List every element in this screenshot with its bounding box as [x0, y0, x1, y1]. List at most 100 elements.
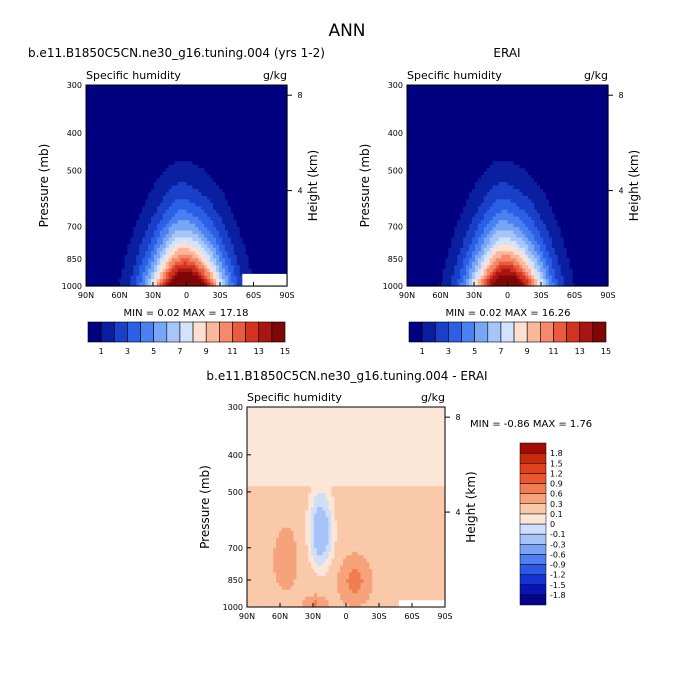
y-tick-label: 500 — [388, 166, 403, 175]
colorbar-swatch — [519, 544, 547, 555]
units-label: g/kg — [584, 69, 608, 82]
panel-header: b.e11.B1850C5CN.ne30_g16.tuning.004 (yrs… — [28, 46, 325, 60]
colorbar-label: 1 — [420, 347, 425, 356]
colorbar-swatch — [271, 321, 286, 343]
colorbar-swatch — [519, 442, 547, 454]
model-panel: b.e11.B1850C5CN.ne30_g16.tuning.004 (yrs… — [28, 46, 325, 356]
colorbar-swatch — [448, 321, 462, 343]
y-tick-label: 400 — [388, 129, 403, 138]
x-tick-label: 30S — [212, 291, 227, 300]
x-tick-label: 90N — [78, 291, 94, 300]
x-tick-label: 90N — [399, 291, 415, 300]
colorbar-label: 0.9 — [550, 480, 563, 489]
y-tick-label: 300 — [228, 403, 243, 412]
colorbar-label: 11 — [548, 347, 558, 356]
y-tick-label: 850 — [67, 255, 82, 264]
colorbar-swatch — [519, 503, 547, 515]
colorbar-swatch — [434, 321, 449, 343]
colorbar-swatch — [421, 321, 436, 343]
x-tick-label: 60N — [111, 291, 127, 300]
colorbar-swatch — [519, 564, 547, 575]
colorbar-label: 13 — [575, 347, 585, 356]
contour-fill — [407, 85, 609, 287]
x-tick-label: 30S — [371, 612, 386, 621]
x-tick-label: 30N — [305, 612, 321, 621]
y-tick-label: 700 — [67, 222, 82, 231]
colorbar-label: 15 — [601, 347, 611, 356]
y2-axis-label: Height (km) — [627, 150, 641, 221]
colorbar: 1 3 5 7 9 11 13 15 — [408, 321, 611, 356]
x-tick-label: 60S — [246, 291, 261, 300]
colorbar-label: 7 — [498, 347, 503, 356]
colorbar-label: 11 — [227, 347, 237, 356]
y-tick-label: 300 — [388, 81, 403, 90]
variable-label: Specific humidity — [247, 391, 342, 404]
y-tick-label: 850 — [388, 255, 403, 264]
colorbar-swatch — [566, 321, 581, 343]
colorbar-label: 0 — [550, 520, 555, 529]
y-axis-label: Pressure (mb) — [198, 465, 212, 549]
colorbar-swatch — [100, 321, 115, 343]
colorbar-swatch — [205, 321, 220, 343]
colorbar-swatch — [245, 321, 260, 343]
colorbar-label: 7 — [177, 347, 182, 356]
y-tick-label: 1000 — [62, 282, 82, 291]
colorbar-swatch — [526, 321, 541, 343]
colorbar-label: 0.3 — [550, 500, 563, 509]
y-tick-label: 500 — [228, 488, 243, 497]
difference-panel: b.e11.B1850C5CN.ne30_g16.tuning.004 - ER… — [198, 369, 592, 621]
min-max-label: MIN = 0.02 MAX = 16.26 — [446, 308, 571, 319]
colorbar-swatch — [87, 321, 102, 343]
x-tick-label: 0 — [505, 291, 510, 300]
colorbar-swatch — [540, 321, 554, 343]
obs-panel: ERAI Specific humidity g/kg 90N 60N 30N 0 30S 60… — [358, 46, 641, 356]
colorbar-swatch — [519, 493, 547, 504]
colorbar-label: 0.6 — [550, 490, 563, 499]
colorbar-swatch — [461, 321, 475, 343]
x-tick-label: 0 — [343, 612, 348, 621]
x-tick-label: 90S — [437, 612, 452, 621]
y-tick-label: 1000 — [383, 282, 403, 291]
colorbar-label: -1.2 — [550, 571, 566, 580]
colorbar-label: -1.5 — [550, 581, 566, 590]
units-label: g/kg — [421, 391, 445, 404]
colorbar-swatch — [519, 463, 547, 474]
colorbar-swatch — [592, 321, 607, 343]
colorbar-swatch — [519, 554, 547, 565]
colorbar-swatch — [153, 321, 168, 343]
x-tick-label: 60S — [404, 612, 419, 621]
colorbar-swatch — [519, 523, 547, 535]
y-tick-label: 1000 — [223, 603, 243, 612]
y-axis-label: Pressure (mb) — [37, 144, 51, 228]
colorbar-label: 5 — [151, 347, 156, 356]
colorbar-label: -0.9 — [550, 561, 566, 570]
y2-tick-label: 4 — [455, 508, 460, 517]
colorbar-label: -1.8 — [550, 591, 566, 600]
x-tick-label: 60N — [272, 612, 288, 621]
y2-tick-label: 8 — [618, 91, 623, 100]
y-axis-label: Pressure (mb) — [358, 144, 372, 228]
colorbar-swatch — [140, 321, 154, 343]
colorbar-label: 5 — [472, 347, 477, 356]
y-tick-label: 400 — [67, 129, 82, 138]
y2-tick-label: 4 — [618, 187, 623, 196]
colorbar-label: -0.6 — [550, 550, 566, 559]
variable-label: Specific humidity — [86, 69, 181, 82]
colorbar-swatch — [519, 533, 547, 545]
colorbar-label: -0.3 — [550, 540, 566, 549]
colorbar: 1.81.51.20.90.60.30.10-0.1-0.3-0.6-0.9-1… — [519, 442, 566, 606]
y-tick-label: 500 — [67, 166, 82, 175]
colorbar-swatch — [192, 321, 207, 343]
y2-tick-label: 8 — [297, 91, 302, 100]
x-tick-label: 30N — [145, 291, 161, 300]
colorbar-swatch — [474, 321, 489, 343]
colorbar-label: 13 — [254, 347, 264, 356]
colorbar: 1 3 5 7 9 11 13 15 — [87, 321, 290, 356]
contour-fill — [86, 85, 288, 287]
variable-label: Specific humidity — [407, 69, 502, 82]
colorbar-swatch — [519, 574, 547, 585]
figure-title: ANN — [328, 21, 365, 41]
colorbar-swatch — [500, 321, 515, 343]
colorbar-swatch — [408, 321, 423, 343]
colorbar-swatch — [579, 321, 594, 343]
